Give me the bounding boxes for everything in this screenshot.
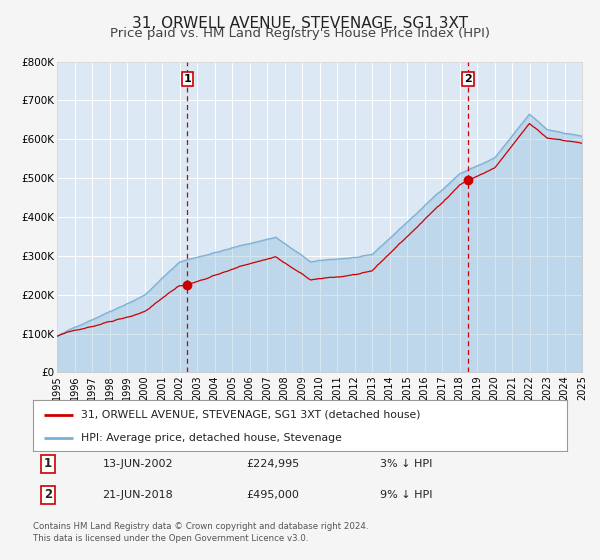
Text: 13-JUN-2002: 13-JUN-2002 bbox=[103, 459, 173, 469]
Text: 3% ↓ HPI: 3% ↓ HPI bbox=[380, 459, 433, 469]
Text: 31, ORWELL AVENUE, STEVENAGE, SG1 3XT (detached house): 31, ORWELL AVENUE, STEVENAGE, SG1 3XT (d… bbox=[81, 409, 421, 419]
Text: £224,995: £224,995 bbox=[247, 459, 300, 469]
Text: 9% ↓ HPI: 9% ↓ HPI bbox=[380, 490, 433, 500]
Text: £495,000: £495,000 bbox=[247, 490, 299, 500]
Text: 1: 1 bbox=[44, 458, 52, 470]
Text: 31, ORWELL AVENUE, STEVENAGE, SG1 3XT: 31, ORWELL AVENUE, STEVENAGE, SG1 3XT bbox=[132, 16, 468, 31]
Text: 21-JUN-2018: 21-JUN-2018 bbox=[103, 490, 173, 500]
Text: HPI: Average price, detached house, Stevenage: HPI: Average price, detached house, Stev… bbox=[81, 433, 342, 443]
Text: 1: 1 bbox=[184, 74, 191, 84]
Text: Price paid vs. HM Land Registry's House Price Index (HPI): Price paid vs. HM Land Registry's House … bbox=[110, 27, 490, 40]
Text: 2: 2 bbox=[44, 488, 52, 501]
Text: Contains HM Land Registry data © Crown copyright and database right 2024.
This d: Contains HM Land Registry data © Crown c… bbox=[33, 522, 368, 543]
Text: 2: 2 bbox=[464, 74, 472, 84]
